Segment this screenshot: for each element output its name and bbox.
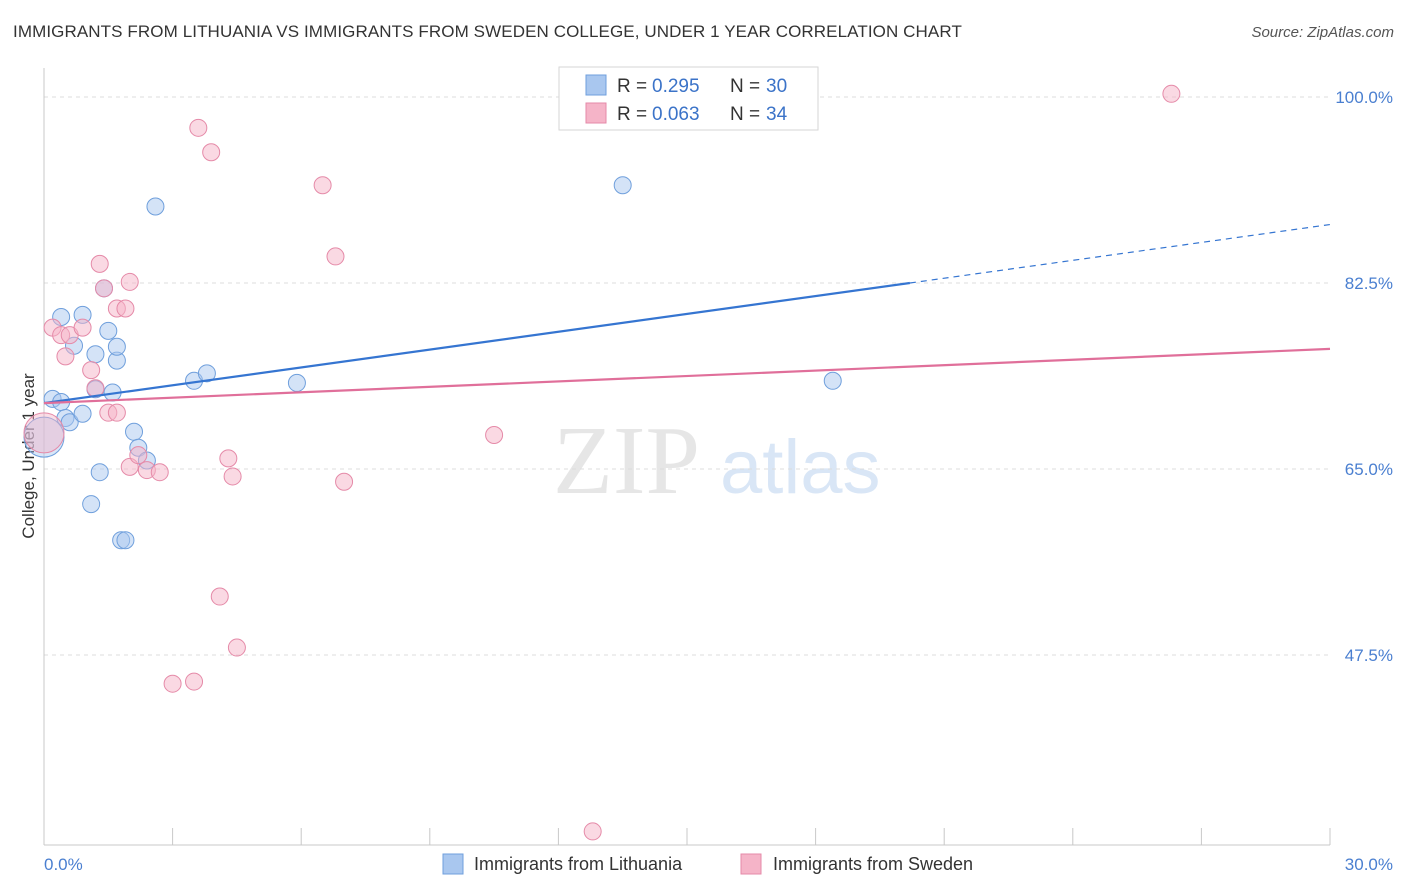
sweden-point-11 (107, 403, 126, 422)
sweden-point-32 (1162, 84, 1181, 103)
sweden-point-20 (189, 118, 208, 137)
trend-lines (43, 223, 1331, 405)
legend-n-value-sweden: 34 (766, 104, 788, 125)
y-tick-label-1: 82.5% (1345, 274, 1393, 293)
lithuania-point-26 (287, 373, 306, 392)
legend-r-label-lithuania: R = (617, 76, 647, 97)
y-axis-label: College, Under 1 year (19, 373, 38, 539)
sweden-point-28 (326, 247, 345, 266)
sweden-point-25 (223, 467, 242, 486)
legend-n-label-lithuania: N = (730, 76, 760, 97)
watermark-zip: ZIP (553, 407, 700, 515)
y-axis-tick-labels: 100.0% 82.5% 65.0% 47.5% (1335, 88, 1393, 665)
sweden-point-0 (23, 412, 65, 454)
x-tick-label-1: 30.0% (1345, 855, 1393, 874)
sweden-point-14 (120, 272, 139, 291)
lithuania-point-28 (823, 371, 842, 390)
legend-swatch-lithuania (585, 74, 607, 96)
sweden-point-5 (73, 318, 92, 337)
series-legend: Immigrants from Lithuania Immigrants fro… (442, 853, 973, 875)
legend-r-label-sweden: R = (617, 104, 647, 125)
lithuania-point-23 (146, 197, 165, 216)
y-tick-label-3: 47.5% (1345, 646, 1393, 665)
sweden-point-29 (335, 472, 354, 491)
legend-n-label-sweden: N = (730, 104, 760, 125)
bottom-legend-label-lithuania: Immigrants from Lithuania (474, 854, 683, 874)
lithuania-point-14 (99, 321, 118, 340)
lithuania-point-27 (613, 176, 632, 195)
sweden-point-18 (150, 463, 169, 482)
lithuania-point-7 (73, 404, 92, 423)
sweden-point-3 (56, 347, 75, 366)
stats-legend: R = 0.295 N = 30 R = 0.063 N = 34 (558, 66, 819, 131)
bottom-legend-swatch-lithuania (442, 853, 464, 875)
legend-r-value-lithuania: 0.295 (652, 76, 700, 97)
legend-r-value-sweden: 0.063 (652, 104, 700, 125)
sweden-trend-line (43, 347, 1331, 405)
sweden-point-8 (90, 254, 109, 273)
sweden-point-9 (95, 279, 114, 298)
data-points (23, 84, 1181, 841)
lithuania-point-19 (116, 531, 135, 550)
lithuania-trend-line (43, 281, 911, 405)
lithuania-point-25 (197, 364, 216, 383)
chart-title: IMMIGRANTS FROM LITHUANIA VS IMMIGRANTS … (13, 22, 962, 41)
sweden-point-30 (485, 425, 504, 444)
bottom-legend-swatch-sweden (740, 853, 762, 875)
lithuania-point-20 (125, 422, 144, 441)
legend-n-value-lithuania: 30 (766, 76, 787, 97)
bottom-legend-label-sweden: Immigrants from Sweden (773, 854, 973, 874)
lithuania-trend-extension (909, 223, 1331, 284)
sweden-point-23 (210, 587, 229, 606)
sweden-point-27 (313, 176, 332, 195)
sweden-point-13 (116, 299, 135, 318)
watermark-atlas: atlas (720, 425, 881, 510)
sweden-point-31 (583, 822, 602, 841)
sweden-point-21 (202, 143, 221, 162)
sweden-point-26 (227, 638, 246, 657)
lithuania-point-17 (107, 337, 126, 356)
y-tick-label-2: 65.0% (1345, 460, 1393, 479)
lithuania-point-10 (86, 345, 105, 364)
x-axis-tick-labels: 0.0% 30.0% (44, 855, 1393, 874)
chart-source: Source: ZipAtlas.com (1251, 24, 1394, 41)
x-tick-label-0: 0.0% (44, 855, 83, 874)
sweden-point-6 (82, 361, 101, 380)
sweden-point-19 (163, 674, 182, 693)
legend-swatch-sweden (585, 102, 607, 124)
lithuania-point-12 (82, 495, 101, 514)
y-tick-label-0: 100.0% (1335, 88, 1393, 107)
sweden-point-24 (219, 449, 238, 468)
x-axis-ticks (43, 828, 1331, 845)
sweden-point-16 (129, 446, 148, 465)
lithuania-point-11 (90, 463, 109, 482)
sweden-point-22 (185, 672, 204, 691)
